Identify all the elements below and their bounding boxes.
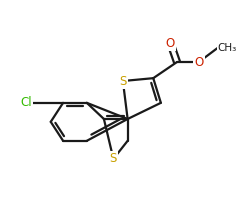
Text: S: S — [110, 152, 117, 165]
Text: O: O — [194, 56, 204, 69]
Text: CH₃: CH₃ — [218, 43, 237, 53]
Text: Cl: Cl — [20, 96, 32, 109]
Text: S: S — [119, 75, 126, 88]
Text: O: O — [166, 37, 175, 50]
